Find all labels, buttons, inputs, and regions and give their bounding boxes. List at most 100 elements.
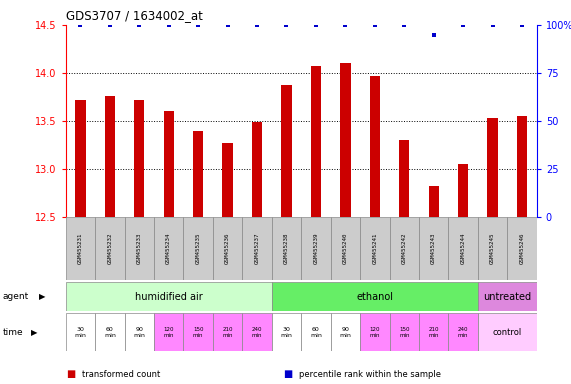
Bar [478, 313, 537, 351]
Point [282, 22, 291, 28]
Text: 90
min: 90 min [339, 327, 351, 338]
Text: 150
min: 150 min [399, 327, 409, 338]
Bar [419, 313, 448, 351]
Text: transformed count: transformed count [82, 370, 160, 379]
Text: GSM455241: GSM455241 [372, 233, 377, 265]
Text: 60
min: 60 min [104, 327, 116, 338]
Bar [331, 313, 360, 351]
Bar [134, 100, 144, 217]
Text: GSM455239: GSM455239 [313, 233, 319, 265]
Text: ▶: ▶ [31, 328, 38, 337]
Point [400, 22, 409, 28]
Bar [66, 313, 95, 351]
Text: GSM455234: GSM455234 [166, 233, 171, 265]
Bar [193, 131, 203, 217]
Bar [75, 100, 86, 217]
Bar [252, 122, 262, 217]
Point [105, 22, 114, 28]
Bar [223, 143, 233, 217]
Bar [419, 217, 448, 280]
Text: 120
min: 120 min [163, 327, 174, 338]
Text: humidified air: humidified air [135, 291, 203, 302]
Text: GSM455240: GSM455240 [343, 233, 348, 265]
Text: GSM455232: GSM455232 [107, 233, 112, 265]
Bar [242, 217, 272, 280]
Text: untreated: untreated [483, 291, 532, 302]
Text: 30
min: 30 min [74, 327, 86, 338]
Bar [163, 111, 174, 217]
Bar [282, 86, 292, 217]
Bar [272, 217, 301, 280]
Bar [478, 217, 507, 280]
Bar [488, 118, 498, 217]
Text: GSM455237: GSM455237 [255, 233, 260, 265]
Text: GSM455233: GSM455233 [137, 233, 142, 265]
Point [76, 22, 85, 28]
Point [135, 22, 144, 28]
Bar [124, 217, 154, 280]
Bar [183, 217, 213, 280]
Point [223, 22, 232, 28]
Bar [458, 164, 468, 217]
Bar [213, 313, 242, 351]
Bar [360, 217, 389, 280]
Text: ▶: ▶ [39, 292, 45, 301]
Bar [95, 217, 124, 280]
Text: GSM455238: GSM455238 [284, 233, 289, 265]
Bar [183, 313, 213, 351]
Bar [340, 63, 351, 217]
Bar [272, 313, 301, 351]
Bar [331, 217, 360, 280]
Point [311, 22, 320, 28]
Bar [242, 313, 272, 351]
Text: GDS3707 / 1634002_at: GDS3707 / 1634002_at [66, 9, 203, 22]
Bar [429, 186, 439, 217]
Point [459, 22, 468, 28]
Text: time: time [3, 328, 23, 337]
Point [429, 31, 439, 38]
Bar [399, 140, 409, 217]
Bar [478, 282, 537, 311]
Text: GSM455245: GSM455245 [490, 233, 495, 265]
Bar [154, 313, 183, 351]
Point [341, 22, 350, 28]
Text: control: control [493, 328, 522, 337]
Bar [311, 66, 321, 217]
Bar [301, 217, 331, 280]
Text: 120
min: 120 min [369, 327, 380, 338]
Point [488, 22, 497, 28]
Text: ■: ■ [66, 369, 75, 379]
Bar [517, 116, 527, 217]
Text: 30
min: 30 min [280, 327, 292, 338]
Bar [154, 217, 183, 280]
Bar [369, 76, 380, 217]
Text: 210
min: 210 min [222, 327, 233, 338]
Bar [66, 217, 95, 280]
Text: GSM455235: GSM455235 [196, 233, 200, 265]
Bar [95, 313, 124, 351]
Bar [389, 313, 419, 351]
Text: 210
min: 210 min [428, 327, 439, 338]
Text: GSM455231: GSM455231 [78, 233, 83, 265]
Text: 60
min: 60 min [310, 327, 322, 338]
Text: 240
min: 240 min [252, 327, 262, 338]
Bar [272, 282, 478, 311]
Bar [66, 282, 272, 311]
Bar [448, 217, 478, 280]
Text: GSM455236: GSM455236 [225, 233, 230, 265]
Bar [448, 313, 478, 351]
Bar [389, 217, 419, 280]
Bar [301, 313, 331, 351]
Bar [360, 313, 389, 351]
Text: ■: ■ [283, 369, 292, 379]
Text: agent: agent [3, 292, 29, 301]
Point [164, 22, 173, 28]
Point [194, 22, 203, 28]
Bar [104, 96, 115, 217]
Bar [213, 217, 242, 280]
Bar [507, 217, 537, 280]
Text: GSM455244: GSM455244 [461, 233, 465, 265]
Text: 150
min: 150 min [193, 327, 203, 338]
Text: GSM455243: GSM455243 [431, 233, 436, 265]
Text: 90
min: 90 min [134, 327, 145, 338]
